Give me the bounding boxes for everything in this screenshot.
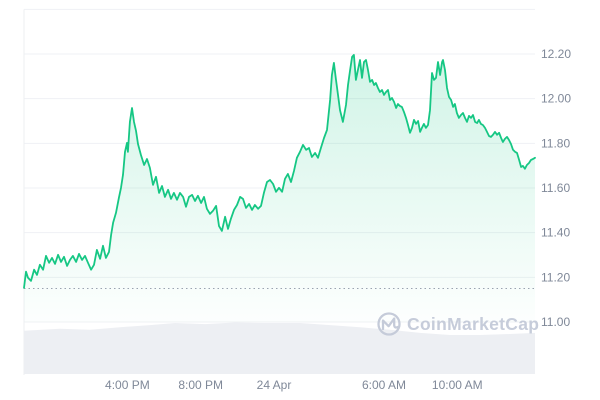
y-axis-tick-label: 12.20 — [541, 47, 571, 61]
chart-plot-area[interactable] — [24, 9, 535, 375]
y-axis-tick-label: 11.20 — [541, 270, 570, 284]
x-axis-tick-label: 8:00 PM — [178, 378, 223, 392]
y-axis-tick-label: 11.60 — [541, 181, 570, 195]
x-axis-tick-label: 4:00 PM — [105, 378, 150, 392]
volume-silhouette — [24, 322, 535, 374]
y-axis-labels: 12.20 12.00 11.80 11.60 11.40 11.20 11.00 — [541, 47, 571, 329]
x-axis-tick-label: 10:00 AM — [432, 378, 483, 392]
price-line — [23, 54, 536, 289]
y-axis-tick-label: 12.00 — [541, 92, 571, 106]
x-axis-tick-label: 24 Apr — [257, 378, 292, 392]
y-axis-tick-label: 11.40 — [541, 226, 570, 240]
coinmarketcap-logo-m-icon — [381, 317, 399, 331]
price-line-layer — [23, 54, 536, 289]
watermark: CoinMarketCap — [377, 312, 539, 336]
x-axis-tick-label: 6:00 AM — [362, 378, 406, 392]
watermark-text: CoinMarketCap — [407, 314, 539, 334]
y-axis-tick-label: 11.00 — [541, 315, 570, 329]
x-axis-labels: 4:00 PM 8:00 PM 24 Apr 6:00 AM 10:00 AM — [105, 378, 483, 392]
volume-area — [24, 322, 535, 374]
coinmarketcap-logo-icon — [377, 312, 401, 336]
y-axis-tick-label: 11.80 — [541, 136, 570, 150]
